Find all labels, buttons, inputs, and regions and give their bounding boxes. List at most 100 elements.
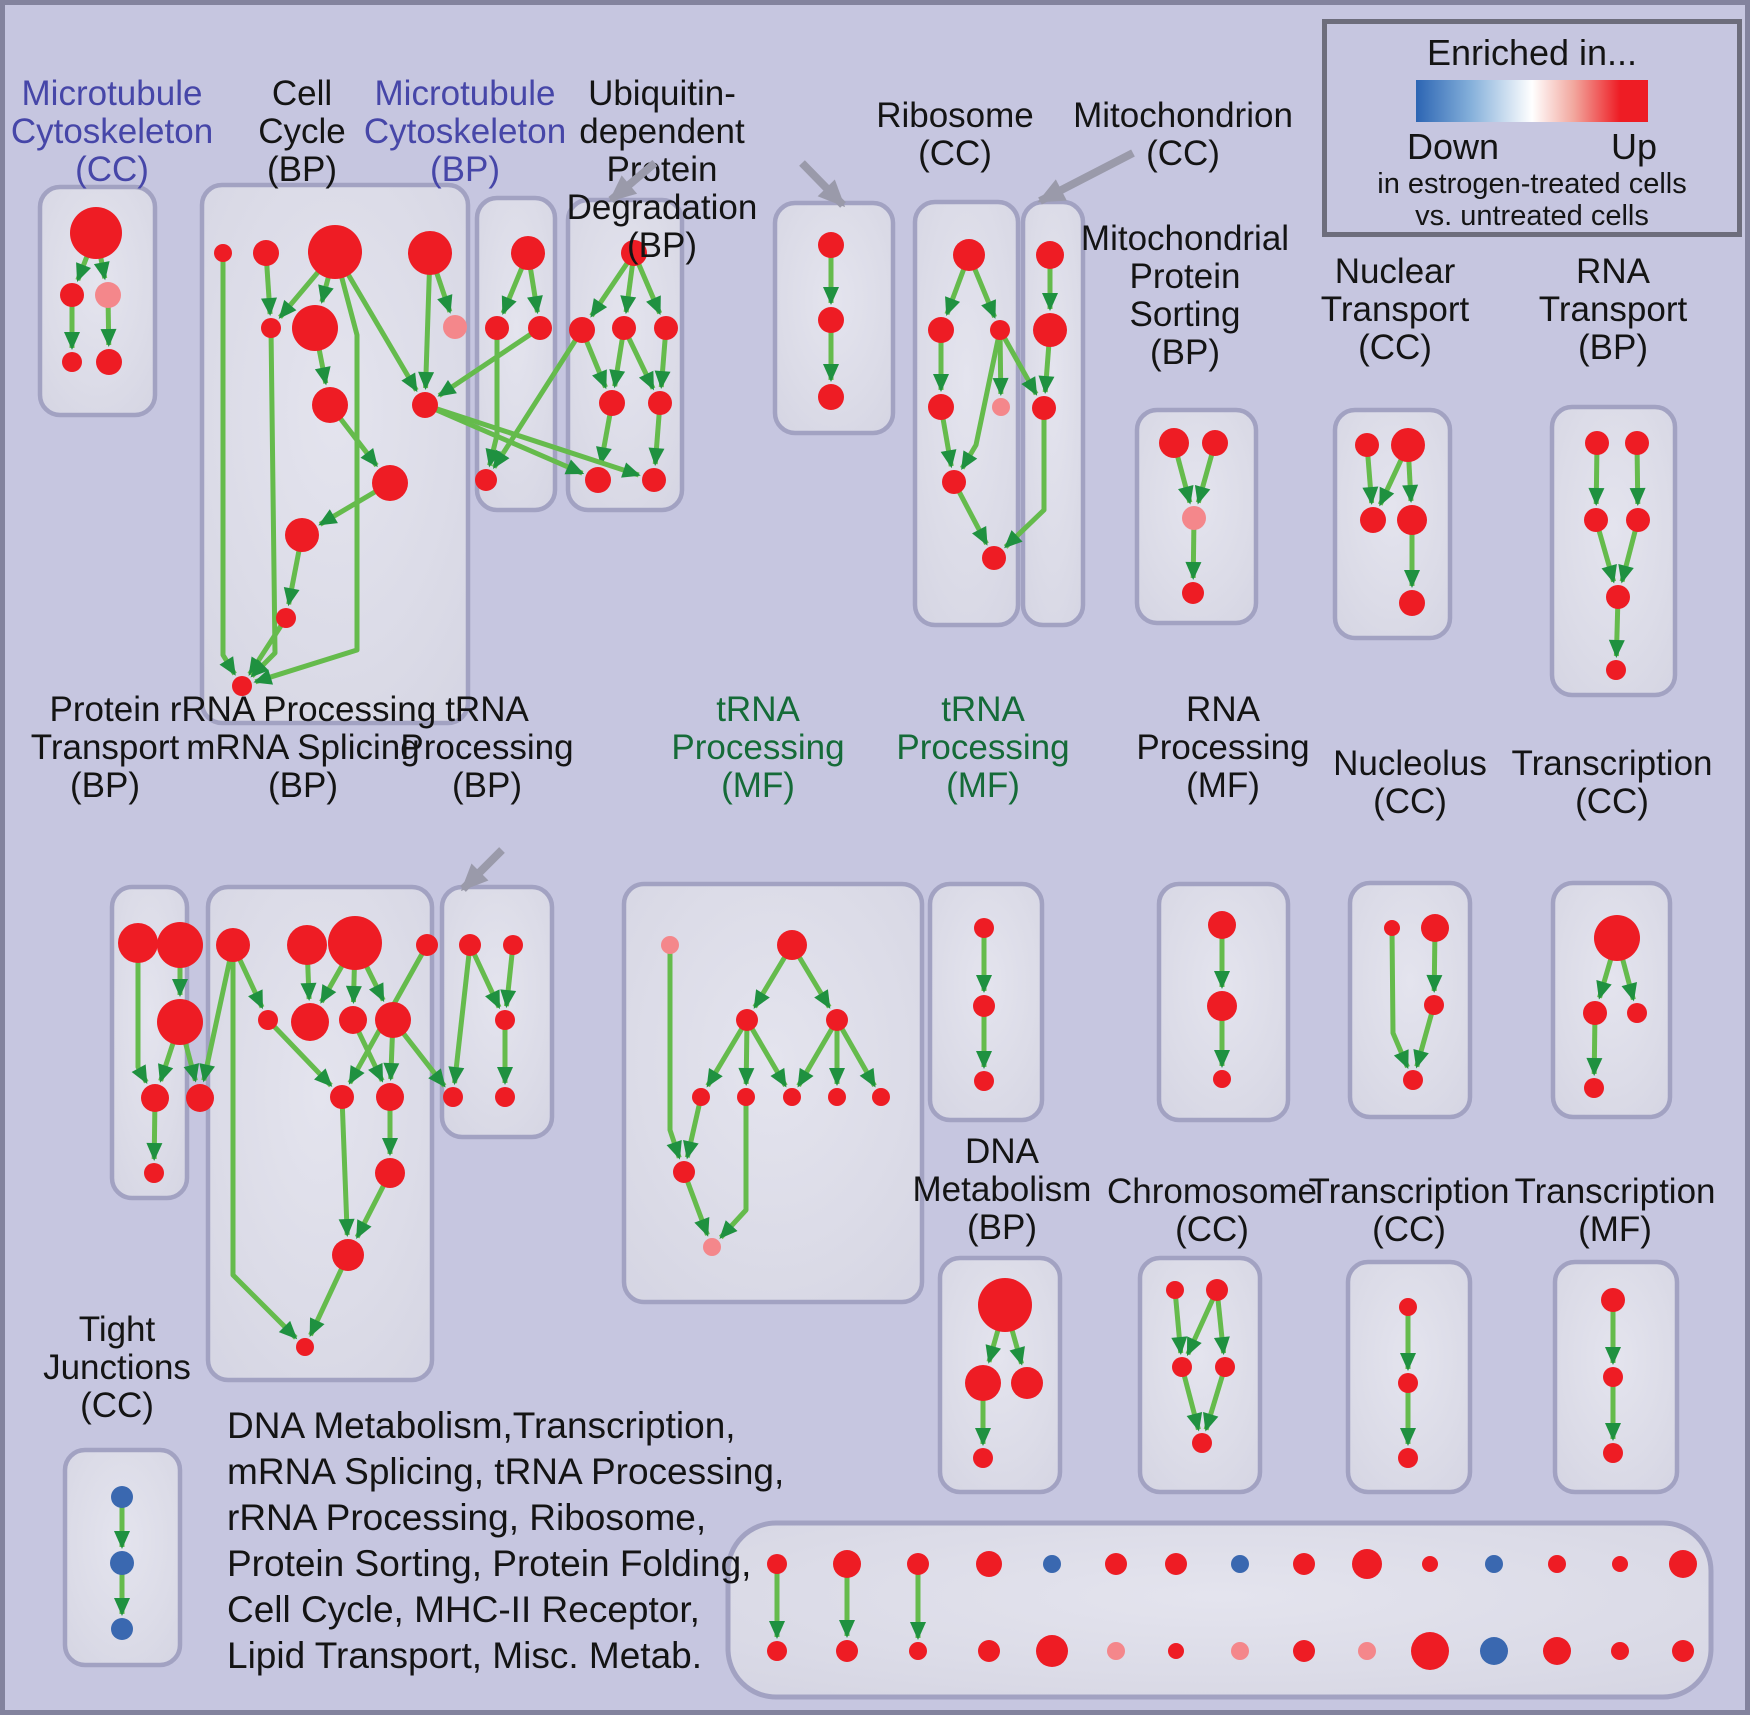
node-trna-mf-a-k10: [673, 1161, 695, 1183]
strip-node-top-2: [907, 1553, 929, 1575]
node-rrna-mrna-bp-g7: [339, 1006, 367, 1034]
edge-nucleolus-cc-z1-z4: [1389, 927, 1410, 1069]
cluster-label-trna-mf-a-line0: tRNA: [716, 690, 800, 729]
node-ubiquitin-bp-b-v1: [818, 232, 844, 258]
node-microtubule-bp-m3: [528, 316, 552, 340]
node-nucleolus-cc-z2: [1421, 914, 1449, 942]
strip-node-top-11: [1485, 1555, 1503, 1573]
cluster-label-microtubule-bp-line2: (BP): [430, 150, 500, 189]
cluster-label-protein-transport-bp-line1: Transport: [31, 728, 180, 767]
cluster-label-nuclear-transport-cc-line1: Transport: [1321, 290, 1470, 329]
node-nucleolus-cc-z4: [1403, 1070, 1423, 1090]
node-cell-cycle-bp-n1: [214, 244, 232, 262]
strip-node-top-8: [1293, 1553, 1315, 1575]
node-protein-transport-bp-p6: [144, 1163, 164, 1183]
node-microtubule-cc-c: [95, 282, 121, 308]
cluster-label-chromosome-cc-line0: Chromosome: [1107, 1172, 1317, 1211]
node-trna-bp-h5: [495, 1087, 515, 1107]
cluster-label-protein-transport-bp-line2: (BP): [70, 766, 140, 805]
node-chromosome-cc-e1: [1166, 1281, 1184, 1299]
cluster-label-nucleolus-cc-line1: (CC): [1373, 782, 1447, 821]
edge-cell-cycle-bp-n3-n12: [253, 251, 360, 685]
node-rrna-mrna-bp-g5: [258, 1010, 278, 1030]
strip-node-top-13: [1612, 1556, 1628, 1572]
node-trna-mf-a-k5: [692, 1088, 710, 1106]
node-trna-mf-a-k11: [703, 1238, 721, 1256]
callout-arrow-icon: [460, 847, 505, 892]
node-microtubule-bp-m2: [485, 316, 509, 340]
legend-gradient-bar: [1416, 80, 1648, 122]
cluster-box-rna-transport-bp: [1549, 404, 1678, 698]
cluster-box-nucleolus-cc: [1347, 880, 1473, 1120]
legend-up-label: Up: [1610, 126, 1657, 167]
cluster-box-trna-mf-a: [621, 881, 925, 1305]
edge-cell-cycle-bp-n5-n12: [250, 327, 278, 678]
cluster-label-mitochondrion-cc-line1: (CC): [1146, 134, 1220, 173]
node-ribosome-cc-r4: [928, 394, 954, 420]
strip-node-top-1: [833, 1550, 861, 1578]
node-dna-metabolism-bp-d3: [1011, 1367, 1043, 1399]
strip-node-bottom-3: [978, 1640, 1000, 1662]
node-ubiquitin-bp-a-u4: [654, 316, 678, 340]
node-microtubule-cc-e: [96, 349, 122, 375]
node-ribosome-cc-r2: [928, 317, 954, 343]
edge-trna-mf-a-k1-k10: [666, 945, 682, 1160]
node-trna-mf-a-k8: [828, 1088, 846, 1106]
node-rrna-mrna-bp-g12: [332, 1239, 364, 1271]
cluster-label-tight-junctions-cc-line2: (CC): [80, 1386, 154, 1425]
strip-node-bottom-14: [1672, 1640, 1694, 1662]
cluster-label-mps-bp-line0: Mitochondrial: [1081, 219, 1289, 258]
node-microtubule-cc-d: [62, 352, 82, 372]
strip-node-top-5: [1105, 1553, 1127, 1575]
cluster-label-microtubule-cc-line1: Cytoskeleton: [11, 112, 213, 151]
cluster-label-protein-transport-bp-line0: Protein: [50, 690, 161, 729]
node-protein-transport-bp-p2: [157, 922, 203, 968]
cluster-label-nucleolus-cc-line0: Nucleolus: [1333, 744, 1487, 783]
cluster-label-nuclear-transport-cc-line0: Nuclear: [1335, 252, 1456, 291]
node-rrna-mrna-bp-g13: [296, 1338, 314, 1356]
cluster-label-trna-mf-b-line2: (MF): [946, 766, 1020, 805]
node-cell-cycle-bp-n5: [261, 318, 281, 338]
cluster-label-nuclear-transport-cc-line2: (CC): [1358, 328, 1432, 367]
node-rna-processing-mf-y3: [1213, 1070, 1231, 1088]
edge-trna-mf-a-k4-k7: [796, 1018, 840, 1088]
edge-chromosome-cc-e2-e3: [1185, 1288, 1220, 1357]
strip-node-bottom-12: [1543, 1637, 1571, 1665]
strip-node-bottom-6: [1168, 1643, 1184, 1659]
cluster-box-chromosome-cc: [1137, 1255, 1263, 1495]
node-protein-transport-bp-p3: [157, 999, 203, 1045]
node-trna-bp-h1: [459, 934, 481, 956]
cluster-box-misc-strip: [725, 1520, 1714, 1700]
node-ribosome-cc-r6: [942, 470, 966, 494]
node-mps-bp-s4: [1182, 582, 1204, 604]
cluster-label-ribosome-cc-line0: Ribosome: [876, 96, 1034, 135]
node-cell-cycle-bp-n4: [408, 231, 452, 275]
node-ubiquitin-bp-b-v3: [818, 384, 844, 410]
node-mitochondrion-cc-q3: [1032, 396, 1056, 420]
node-trna-mf-a-k4: [826, 1009, 848, 1031]
cluster-label-microtubule-cc-line0: Microtubule: [22, 74, 203, 113]
node-ubiquitin-bp-a-u1: [621, 240, 647, 266]
node-ribosome-cc-r1: [953, 239, 985, 271]
cluster-label-microtubule-bp-line1: Cytoskeleton: [364, 112, 566, 151]
cluster-label-ubiquitin-bp-a-line1: dependent: [579, 112, 745, 151]
strip-node-bottom-11: [1480, 1637, 1508, 1665]
node-cell-cycle-bp-n11: [276, 608, 296, 628]
strip-node-bottom-7: [1231, 1642, 1249, 1660]
cluster-label-rna-transport-bp-line0: RNA: [1576, 252, 1651, 291]
node-transcription-cc-b-f3: [1398, 1448, 1418, 1468]
cluster-label-transcription-mf-line1: (MF): [1578, 1210, 1652, 1249]
strip-node-top-3: [976, 1551, 1002, 1577]
node-transcription-cc-a-c2: [1583, 1001, 1607, 1025]
edge-trna-bp-h2-h3: [500, 944, 517, 1009]
strip-node-bottom-1: [836, 1640, 858, 1662]
node-trna-mf-b-x2: [973, 995, 995, 1017]
node-chromosome-cc-e3: [1172, 1357, 1192, 1377]
node-trna-mf-a-k1: [661, 936, 679, 954]
node-protein-transport-bp-p1: [118, 923, 158, 963]
node-mitochondrion-cc-q1: [1036, 241, 1064, 269]
edge-nucleolus-cc-z3-z4: [1413, 1004, 1437, 1069]
legend: Enriched in... Down Up in estrogen-treat…: [1322, 19, 1742, 237]
cross-edge-q3-r7: [1003, 408, 1047, 549]
node-trna-mf-b-x3: [974, 1071, 994, 1091]
